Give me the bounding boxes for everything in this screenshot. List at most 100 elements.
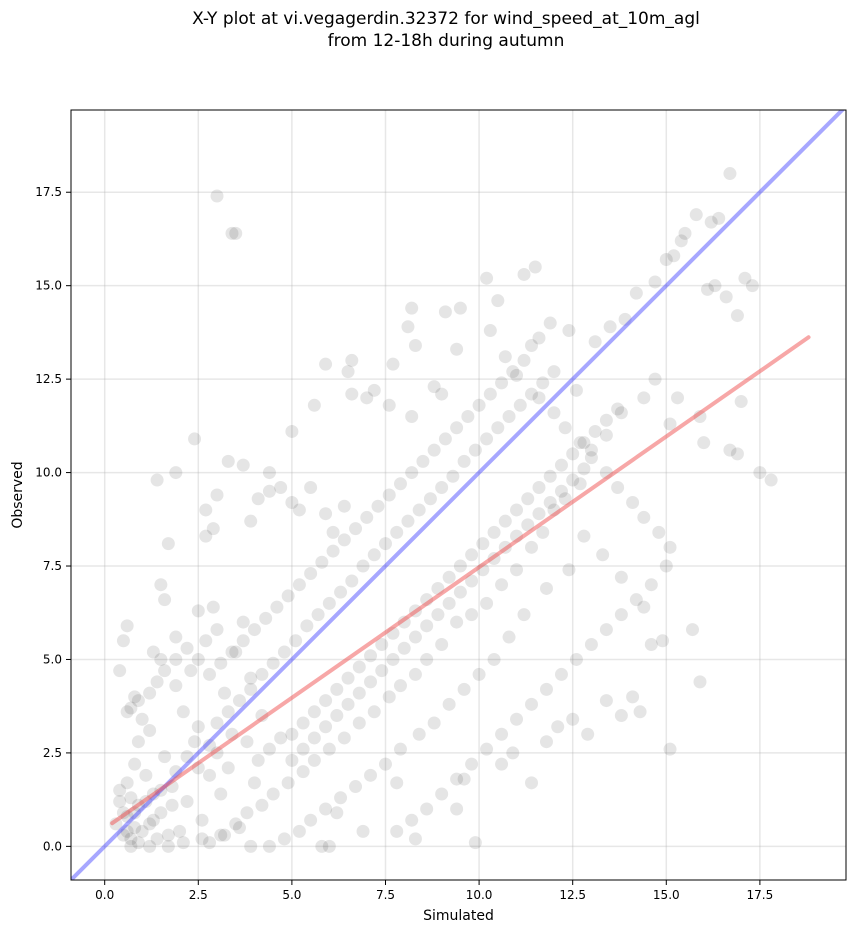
data-point-68	[251, 492, 265, 506]
data-point-328	[554, 667, 568, 681]
data-point-331	[510, 712, 524, 726]
y-tick-label-7: 17.5	[35, 185, 62, 199]
data-point-150	[465, 608, 479, 622]
data-point-273	[124, 701, 138, 715]
data-point-70	[262, 466, 276, 480]
data-point-314	[584, 451, 598, 465]
data-point-313	[573, 436, 587, 450]
data-point-368	[599, 413, 613, 427]
data-point-193	[637, 600, 651, 614]
data-point-341	[296, 716, 310, 730]
data-point-183	[581, 727, 595, 741]
data-point-71	[274, 481, 288, 495]
data-point-248	[311, 608, 325, 622]
data-point-97	[480, 271, 494, 285]
data-point-146	[525, 540, 539, 554]
x-tick-label-0: 0.0	[95, 888, 114, 902]
data-point-214	[292, 824, 306, 838]
data-point-28	[154, 652, 168, 666]
data-point-163	[281, 776, 295, 790]
y-axis-label: Observed	[10, 461, 26, 528]
data-point-156	[382, 690, 396, 704]
data-point-207	[393, 742, 407, 756]
data-point-186	[626, 690, 640, 704]
data-point-311	[547, 406, 561, 420]
data-point-287	[270, 600, 284, 614]
data-point-218	[322, 839, 336, 853]
data-point-196	[577, 529, 591, 543]
data-point-389	[465, 574, 479, 588]
data-point-337	[420, 802, 434, 816]
data-point-348	[375, 638, 389, 652]
data-point-127	[730, 309, 744, 323]
data-point-23	[128, 690, 142, 704]
data-point-370	[251, 753, 265, 767]
data-point-106	[528, 260, 542, 274]
data-point-131	[723, 443, 737, 457]
data-point-91	[405, 410, 419, 424]
data-point-310	[532, 391, 546, 405]
grid	[71, 110, 846, 880]
data-point-204	[442, 697, 456, 711]
data-point-147	[510, 563, 524, 577]
data-point-111	[618, 312, 632, 326]
data-point-20	[131, 735, 145, 749]
data-point-199	[517, 608, 531, 622]
data-point-123	[700, 282, 714, 296]
data-point-138	[637, 391, 651, 405]
data-point-334	[465, 757, 479, 771]
data-point-264	[491, 421, 505, 435]
data-point-121	[723, 167, 737, 181]
data-point-189	[693, 675, 707, 689]
data-point-182	[566, 712, 580, 726]
y-tick-label-2: 5.0	[43, 652, 62, 666]
x-tick-label-3: 7.5	[376, 888, 395, 902]
data-point-324	[614, 608, 628, 622]
data-point-281	[203, 667, 217, 681]
data-point-304	[461, 410, 475, 424]
data-point-320	[663, 540, 677, 554]
data-point-56	[154, 578, 168, 592]
data-point-399	[577, 462, 591, 476]
data-point-104	[543, 316, 557, 330]
data-point-371	[262, 742, 276, 756]
data-point-292	[326, 544, 340, 558]
data-point-340	[285, 727, 299, 741]
data-point-369	[611, 402, 625, 416]
data-point-316	[611, 481, 625, 495]
data-point-157	[367, 705, 381, 719]
data-point-52	[206, 600, 220, 614]
data-point-357	[476, 537, 490, 551]
data-point-243	[255, 667, 269, 681]
data-point-244	[266, 656, 280, 670]
data-point-48	[244, 671, 258, 685]
data-point-13	[161, 828, 175, 842]
data-point-318	[637, 510, 651, 524]
data-point-10	[139, 768, 153, 782]
data-point-25	[116, 634, 130, 648]
data-point-360	[510, 503, 524, 517]
data-point-51	[210, 623, 224, 637]
data-point-122	[708, 279, 722, 293]
data-point-105	[517, 267, 531, 281]
data-point-192	[644, 638, 658, 652]
data-point-49	[229, 645, 243, 659]
data-point-216	[262, 839, 276, 853]
y-tick-label-4: 10.0	[35, 466, 62, 480]
data-point-300	[416, 454, 430, 468]
data-point-208	[378, 757, 392, 771]
data-point-45	[240, 735, 254, 749]
data-point-154	[408, 667, 422, 681]
data-point-194	[614, 570, 628, 584]
fit-line	[110, 335, 811, 826]
data-point-246	[289, 634, 303, 648]
data-point-384	[408, 630, 422, 644]
data-point-206	[412, 727, 426, 741]
data-point-81	[345, 353, 359, 367]
data-point-278	[169, 652, 183, 666]
data-point-69	[262, 484, 276, 498]
data-point-136	[663, 417, 677, 431]
plot-frame	[70, 109, 847, 881]
data-point-330	[525, 697, 539, 711]
data-point-396	[543, 495, 557, 509]
